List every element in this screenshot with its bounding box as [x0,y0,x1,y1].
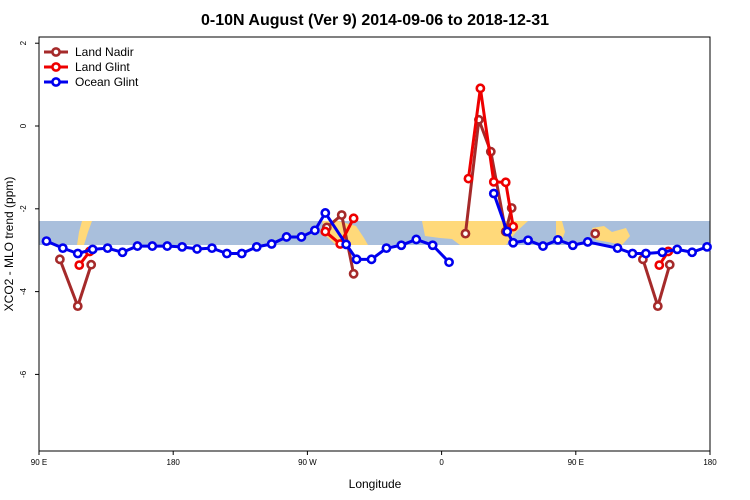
data-point [102,243,113,254]
data-point [366,254,377,265]
data-point [411,234,422,245]
data-point [309,225,320,236]
data-point [147,241,158,251]
legend-label: Land Glint [75,60,130,74]
data-point [296,232,307,242]
y-axis-label: XCO2 - MLO trend (ppm) [2,177,16,312]
data-point [508,237,519,248]
x-axis-label: Longitude [349,477,402,491]
series-line [45,211,451,264]
data-point [463,173,474,184]
data-point [538,241,548,251]
data-point [320,208,331,218]
data-point [207,243,217,254]
data-point [654,260,665,271]
data-point [348,268,359,279]
series-land-nadir [54,114,675,311]
data-point [460,228,471,239]
data-point [41,236,52,247]
data-point [500,177,511,188]
data-point [652,301,663,311]
data-point [236,248,247,259]
data-point [553,234,563,245]
data-point [221,248,232,259]
chart-title: 0-10N August (Ver 9) 2014-09-06 to 2018-… [201,12,549,29]
data-point [132,241,143,251]
land-patch-indonesia [592,226,630,245]
data-point [266,239,277,249]
data-point [192,244,202,254]
y-tick-label: 2 [19,40,28,45]
data-point [396,240,407,251]
data-point [657,247,668,258]
data-point [281,232,292,242]
x-tick-label: 90 E [568,458,584,467]
x-tick-label: 0 [439,458,444,467]
legend-marker [51,77,61,87]
data-point [87,244,98,255]
legend-label: Land Nadir [75,45,134,59]
data-point [664,259,675,270]
data-point [348,213,359,224]
y-tick-label: 0 [19,123,28,128]
data-point [672,244,683,255]
y-tick-label: -4 [19,288,28,296]
data-point [427,240,438,251]
data-point [582,237,593,247]
data-point [351,254,362,265]
land-patch-asia [77,221,92,245]
x-tick-label: 90 W [298,458,317,467]
background-band [39,221,710,245]
data-point [567,240,578,251]
data-point [57,243,68,254]
x-tick-label: 180 [167,458,181,467]
x-tick-label: 180 [703,458,717,467]
data-point [488,176,499,187]
data-point [687,247,698,258]
data-point [488,188,499,199]
data-point [590,228,601,239]
y-tick-label: -6 [19,370,28,378]
data-point [627,248,638,259]
data-point [381,243,392,254]
series-ocean-glint [41,188,712,268]
x-axis: 90 E 180 90 W 0 90 E 180 [31,451,717,467]
data-point [251,241,262,252]
data-point [72,301,83,311]
land-patch-africa [422,221,528,245]
data-point [444,257,454,268]
legend-marker [51,47,61,57]
data-point [320,226,331,237]
data-point [502,226,513,237]
y-tick-label: -2 [19,205,28,213]
data-point [341,239,352,250]
x-tick-label: 90 E [31,458,47,467]
data-point [612,243,623,254]
data-point [508,221,519,232]
legend-label: Ocean Glint [75,75,139,89]
series-layer [41,83,712,311]
data-point [702,241,712,252]
data-point [475,83,486,94]
data-point [640,248,651,259]
data-point [162,241,173,251]
data-point [54,254,65,265]
data-point [523,235,533,246]
data-point [74,260,85,271]
y-axis: 2 0 -2 -4 -6 [19,40,39,378]
data-point [117,247,128,258]
data-point [72,248,83,259]
data-point [86,259,97,270]
data-point [177,241,188,252]
data-point [336,210,347,220]
legend-marker [51,62,61,72]
